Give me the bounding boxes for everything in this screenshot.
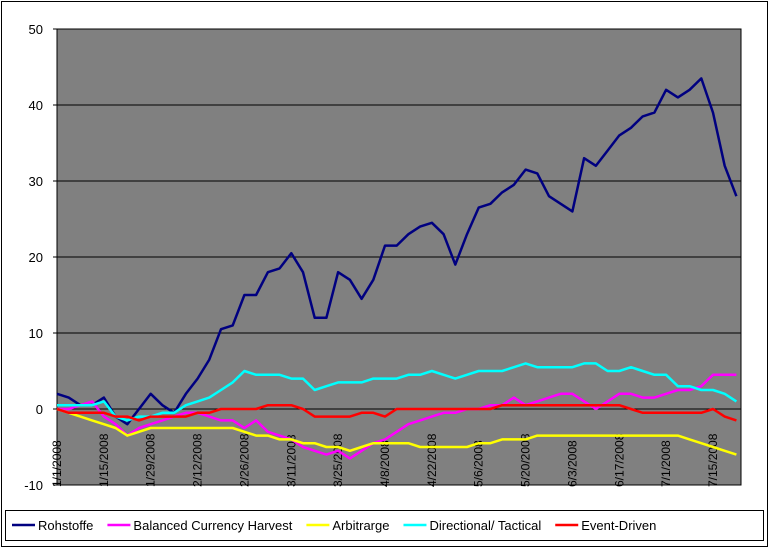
x-tick-label: 6/3/2008 bbox=[565, 440, 579, 487]
y-tick-label: 20 bbox=[29, 250, 43, 265]
series-line bbox=[57, 362, 738, 422]
x-tick-label: 7/1/2008 bbox=[659, 440, 673, 487]
y-tick-label: 40 bbox=[29, 98, 43, 113]
legend-label: Balanced Currency Harvest bbox=[133, 518, 292, 533]
legend-label: Arbitrarge bbox=[332, 518, 389, 533]
x-tick-label: 1/29/2008 bbox=[144, 433, 158, 487]
legend-label: Event-Driven bbox=[581, 518, 656, 533]
legend-box bbox=[5, 510, 764, 541]
x-tick-label: 5/20/2008 bbox=[519, 433, 533, 487]
x-tick-label: 3/25/2008 bbox=[331, 433, 345, 487]
x-tick-label: 4/8/2008 bbox=[378, 440, 392, 487]
x-tick-label: 6/17/2008 bbox=[612, 433, 626, 487]
y-tick-label: 0 bbox=[36, 402, 43, 417]
x-tick-label: 7/15/2008 bbox=[706, 433, 720, 487]
series-line bbox=[56, 77, 738, 426]
legend-label: Rohstoffe bbox=[38, 518, 93, 533]
x-tick-label: 5/6/2008 bbox=[472, 440, 486, 487]
x-tick-label: 3/11/2008 bbox=[284, 434, 298, 487]
x-tick-label: 2/12/2008 bbox=[191, 433, 205, 487]
x-tick-label: 1/1/2008 bbox=[50, 440, 64, 487]
legend-label: Directional/ Tactical bbox=[429, 518, 541, 533]
y-tick-label: 50 bbox=[29, 22, 43, 37]
x-tick-label: 2/26/2008 bbox=[237, 433, 251, 487]
series-line bbox=[57, 373, 737, 460]
x-tick-label: 4/22/2008 bbox=[425, 433, 439, 487]
series-line bbox=[56, 407, 737, 456]
y-tick-label: 30 bbox=[29, 174, 43, 189]
series-line bbox=[56, 403, 737, 422]
y-tick-label: -10 bbox=[24, 478, 43, 493]
x-tick-label: 1/15/2008 bbox=[97, 433, 111, 487]
y-tick-label: 10 bbox=[29, 326, 43, 341]
